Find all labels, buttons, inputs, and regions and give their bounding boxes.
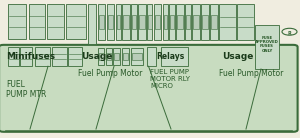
Bar	[20, 47, 32, 66]
Bar	[154, 4, 161, 40]
Bar	[106, 48, 112, 65]
Text: Relays: Relays	[156, 52, 184, 61]
Bar	[131, 4, 137, 40]
Text: FUSE
APPROVED
FUSES
ONLY: FUSE APPROVED FUSES ONLY	[255, 36, 279, 53]
Bar	[99, 15, 104, 29]
Bar	[176, 4, 184, 40]
Bar	[138, 4, 146, 40]
Bar	[147, 4, 152, 40]
Bar	[47, 4, 64, 39]
Bar	[139, 15, 145, 29]
Bar	[28, 4, 45, 39]
Bar	[202, 15, 208, 29]
Bar	[147, 47, 156, 66]
Bar	[201, 4, 208, 40]
Bar	[255, 25, 279, 69]
FancyBboxPatch shape	[0, 45, 298, 132]
Bar	[98, 4, 105, 40]
Text: FUEL
PUMP MTR: FUEL PUMP MTR	[6, 80, 46, 99]
Bar	[237, 4, 253, 40]
Bar	[123, 15, 129, 29]
Bar	[117, 15, 120, 29]
Bar	[113, 48, 120, 65]
Text: Fuel Pump Motor: Fuel Pump Motor	[78, 69, 142, 78]
Bar	[66, 4, 86, 39]
Bar	[132, 15, 136, 29]
Bar	[192, 4, 200, 40]
Bar	[122, 4, 130, 40]
Bar	[52, 47, 67, 66]
Bar	[177, 15, 183, 29]
Text: Minifuses: Minifuses	[6, 52, 55, 61]
Bar	[106, 53, 111, 60]
Text: Usage: Usage	[81, 52, 112, 61]
Bar	[34, 47, 50, 66]
Bar	[219, 4, 236, 40]
Bar	[210, 4, 218, 40]
Text: Fuel Pump Motor: Fuel Pump Motor	[219, 69, 284, 78]
Bar	[148, 15, 152, 29]
Bar	[154, 15, 160, 29]
Bar	[131, 48, 143, 65]
Bar	[107, 4, 114, 40]
Bar	[132, 53, 142, 60]
Bar	[211, 15, 217, 29]
Bar	[185, 4, 191, 40]
Bar	[116, 4, 121, 40]
Bar	[8, 47, 19, 66]
Bar	[99, 53, 103, 60]
Bar	[88, 4, 96, 44]
Bar	[8, 4, 26, 39]
Bar	[170, 15, 174, 29]
Text: R: R	[288, 31, 291, 36]
Bar	[193, 15, 199, 29]
Bar	[169, 4, 175, 40]
Text: FUEL PUMP
MOTOR RLY
MICRO: FUEL PUMP MOTOR RLY MICRO	[150, 69, 190, 88]
Bar	[163, 4, 168, 40]
Bar	[98, 48, 104, 65]
Bar	[186, 15, 190, 29]
Bar	[160, 47, 188, 66]
Bar	[108, 15, 113, 29]
Bar	[68, 47, 82, 66]
Bar	[123, 53, 128, 60]
Bar	[114, 53, 119, 60]
Bar	[164, 15, 167, 29]
Text: Usage: Usage	[222, 52, 254, 61]
Bar	[122, 48, 129, 65]
